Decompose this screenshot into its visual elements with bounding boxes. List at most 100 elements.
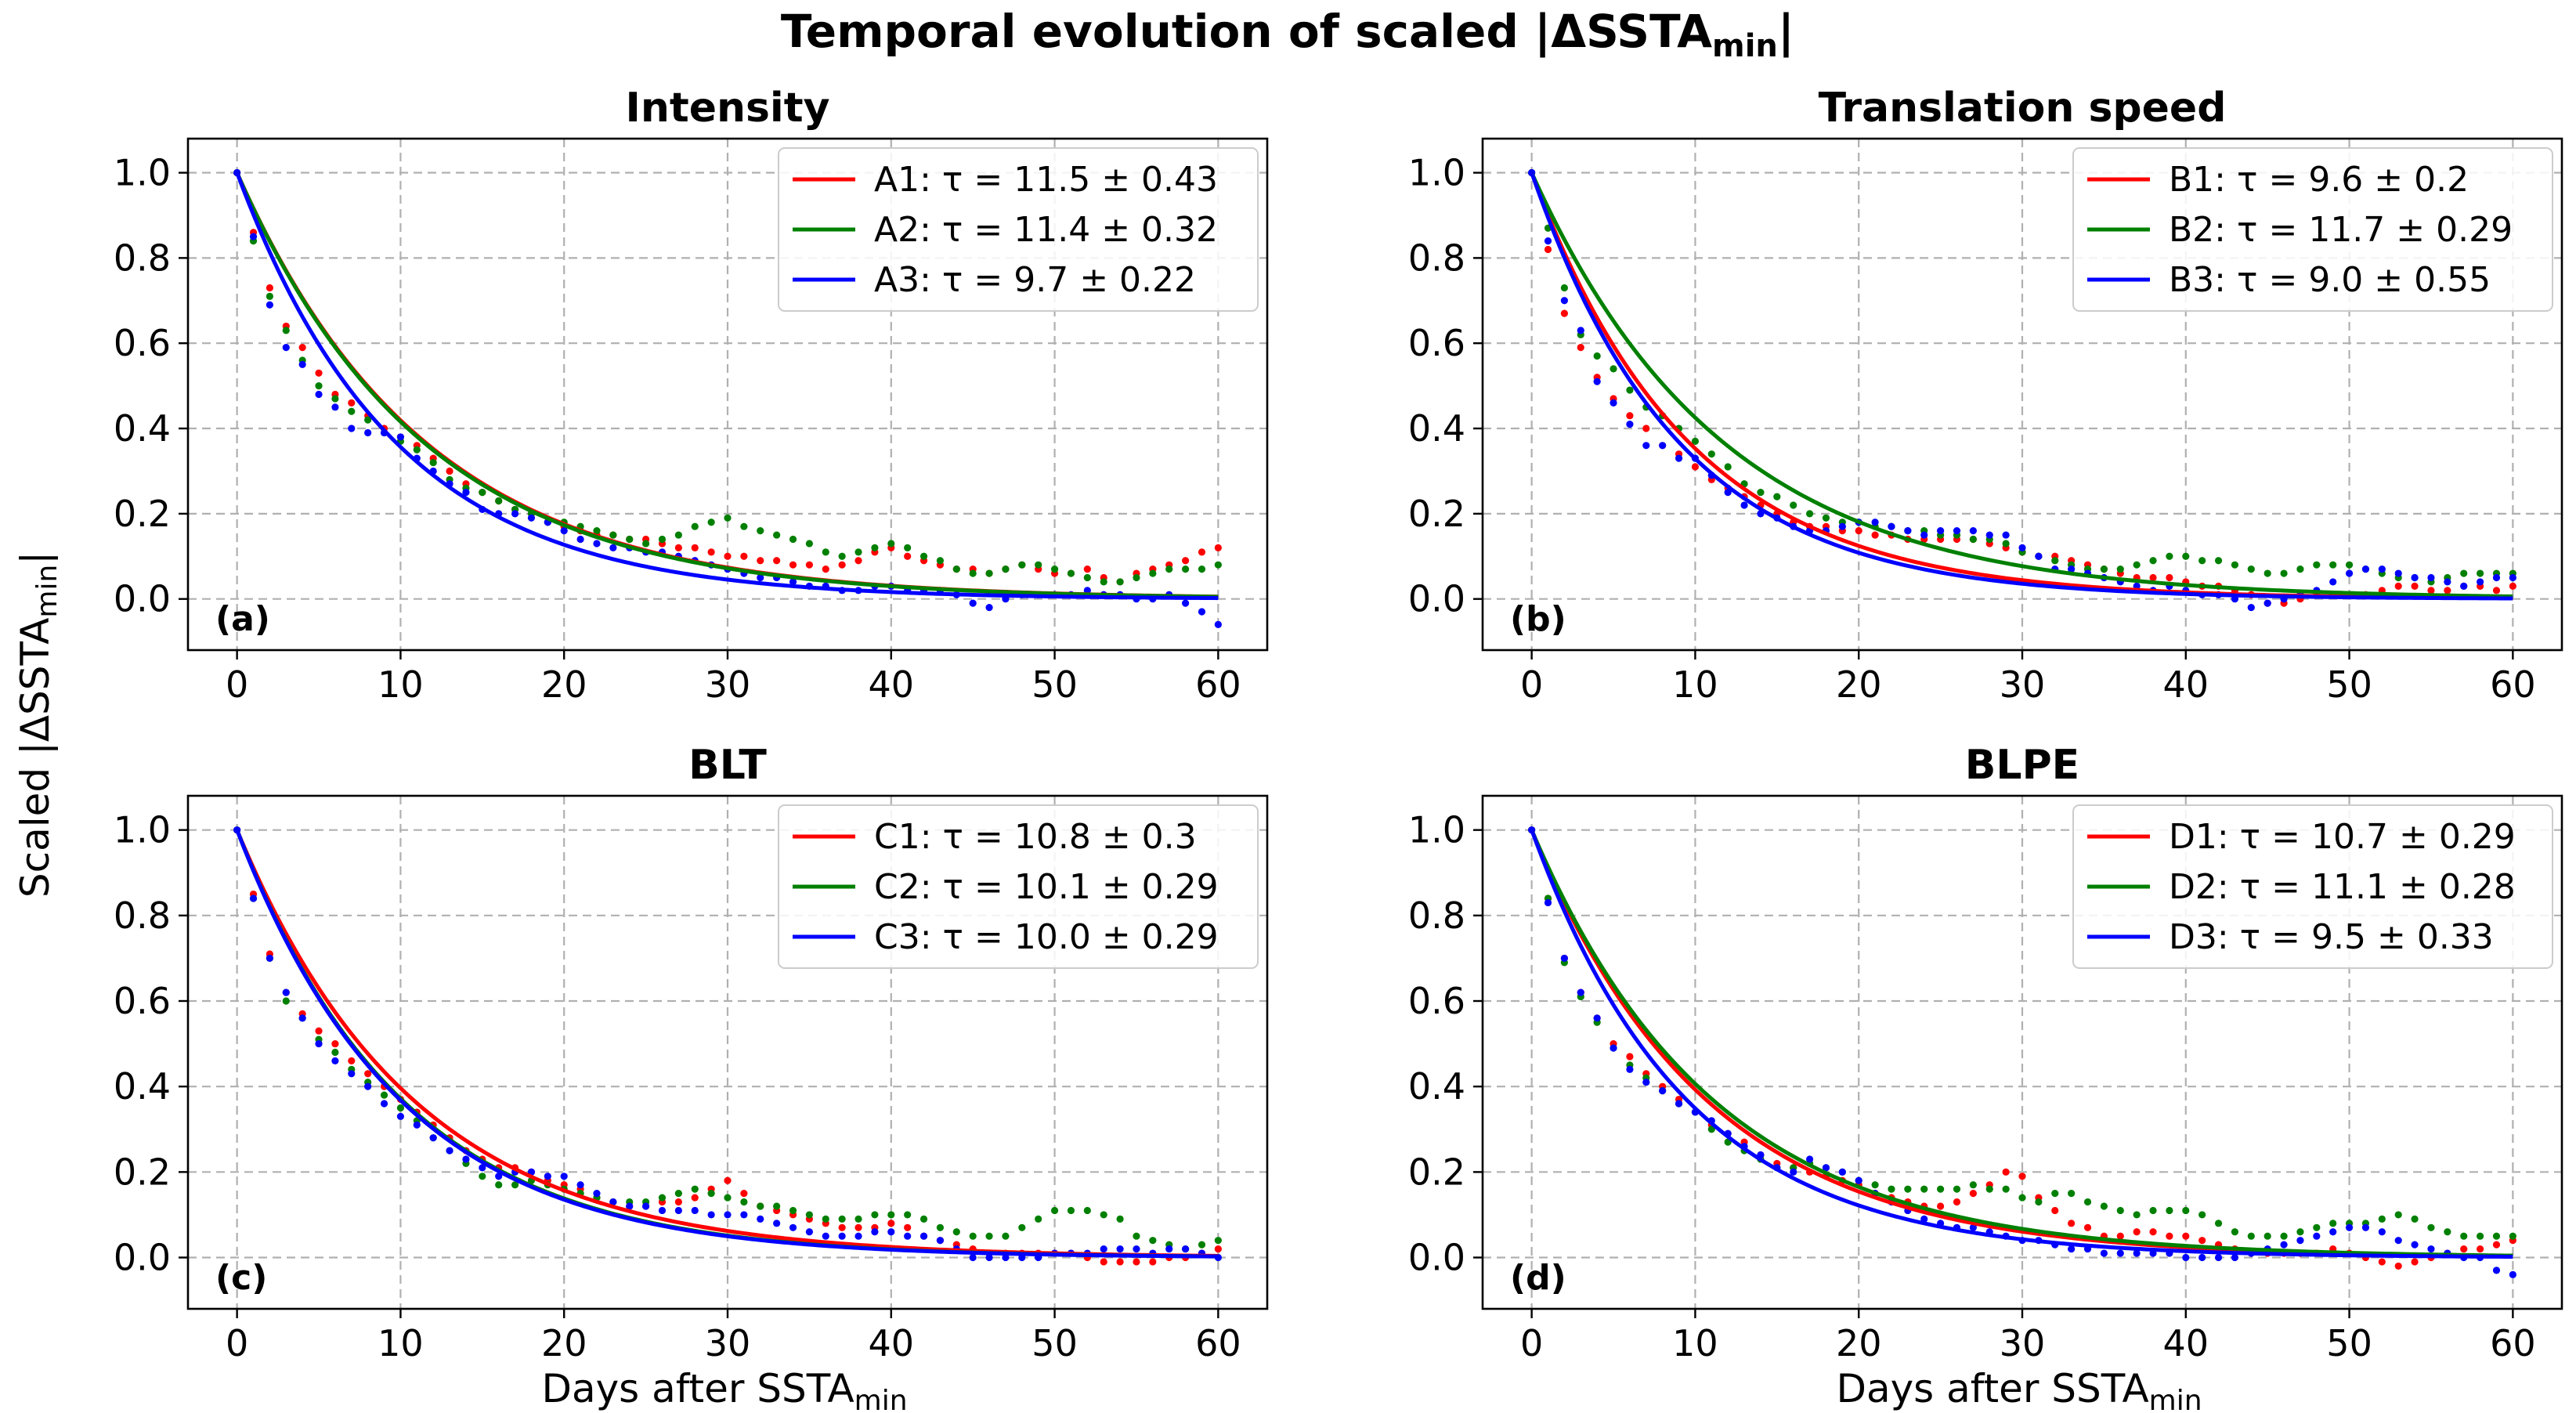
data-point-b2 — [1707, 450, 1715, 458]
data-point-d2 — [2214, 1220, 2223, 1227]
x-axis-label-left-text: Days after SSTA — [541, 1366, 854, 1411]
data-point-c2 — [854, 1215, 862, 1223]
data-point-b3 — [2002, 531, 2010, 539]
panel-0: 0 10 20 30 40 50 60 0.0 0.2 0.4 0.6 0.8 1.0 Intensity… — [114, 85, 1269, 706]
data-point-c2 — [805, 1211, 813, 1219]
y-tick-label: 0.6 — [114, 980, 171, 1022]
data-point-a2 — [348, 407, 356, 415]
y-tick-label: 1.0 — [114, 809, 171, 851]
data-point-b1 — [2166, 573, 2173, 582]
data-point-b2 — [2002, 540, 2010, 547]
data-point-c2 — [985, 1232, 993, 1240]
data-point-b2 — [2198, 557, 2206, 565]
data-point-b3 — [2378, 566, 2386, 573]
data-point-b3 — [1560, 297, 1568, 305]
data-point-d3 — [2427, 1245, 2435, 1253]
y-tick-label: 0.8 — [114, 894, 171, 937]
data-point-b2 — [2247, 566, 2255, 573]
data-point-a1 — [348, 399, 356, 407]
data-point-b2 — [2460, 569, 2468, 577]
y-tick-label: 0.2 — [1408, 1151, 1465, 1193]
data-point-a2 — [266, 292, 273, 300]
data-point-d2 — [2263, 1232, 2271, 1240]
data-point-d3 — [1838, 1168, 1846, 1176]
y-axis-label-subscript: min — [31, 565, 63, 618]
data-point-a2 — [691, 522, 699, 530]
data-point-b2 — [2313, 561, 2321, 569]
data-point-d3 — [2214, 1253, 2223, 1262]
data-point-d3 — [2133, 1249, 2141, 1257]
data-point-c3 — [1133, 1245, 1140, 1253]
data-point-a2 — [1050, 566, 1059, 573]
data-point-c3 — [282, 988, 290, 996]
y-tick-label: 0.4 — [114, 407, 171, 450]
data-point-c1 — [904, 1223, 912, 1231]
data-point-b1 — [2444, 587, 2451, 594]
data-point-d1 — [2378, 1258, 2386, 1266]
panel-title: Intensity — [625, 85, 829, 132]
data-point-c1 — [315, 1027, 323, 1035]
data-point-a1 — [773, 557, 781, 565]
data-point-c2 — [1018, 1223, 1026, 1231]
y-tick-label: 0.2 — [114, 493, 171, 535]
data-point-a2 — [871, 544, 879, 552]
data-point-d3 — [2361, 1223, 2370, 1231]
data-point-c2 — [1133, 1232, 1140, 1240]
data-point-c3 — [985, 1253, 993, 1262]
legend-box — [2072, 147, 2553, 312]
data-point-b2 — [2329, 561, 2337, 569]
data-point-c2 — [1067, 1206, 1075, 1215]
data-point-d2 — [2280, 1232, 2288, 1240]
data-point-c2 — [919, 1215, 928, 1223]
data-point-a2 — [1100, 578, 1107, 586]
data-point-d2 — [1904, 1185, 1912, 1193]
panel-2: 0 10 20 30 40 50 60 0.0 0.2 0.4 0.6 0.8 1.0 BLT (c) C1:… — [114, 742, 1269, 1364]
legend-label-a3: A3: τ = 9.7 ± 0.22 — [874, 260, 1196, 300]
x-tick-label: 60 — [1195, 1322, 1241, 1364]
fit-line-c3 — [235, 829, 1219, 1259]
data-point-d1 — [1626, 1053, 1634, 1061]
y-tick-label: 0.4 — [114, 1065, 171, 1108]
data-point-a2 — [1018, 561, 1026, 569]
x-tick-label: 10 — [378, 663, 424, 706]
data-point-a2 — [1182, 566, 1190, 573]
x-tick-label: 20 — [1836, 663, 1882, 706]
y-tick-label: 1.0 — [1408, 809, 1465, 851]
fit-line-b2 — [1530, 172, 2513, 598]
data-point-b3 — [1577, 327, 1584, 334]
data-point-a3 — [1198, 608, 1206, 616]
data-point-d2 — [2444, 1228, 2451, 1236]
data-point-c3 — [691, 1206, 699, 1215]
data-point-a3 — [298, 360, 306, 369]
data-point-d1 — [2492, 1241, 2501, 1249]
data-point-c2 — [1050, 1206, 1059, 1215]
data-point-a2 — [658, 535, 667, 544]
data-point-b3 — [2345, 569, 2354, 577]
data-point-d1 — [2477, 1245, 2484, 1253]
data-point-b2 — [1610, 365, 1617, 373]
data-point-a2 — [331, 395, 339, 403]
data-point-a2 — [315, 382, 323, 390]
legend-label-c1: C1: τ = 10.8 ± 0.3 — [874, 817, 1197, 857]
data-point-c3 — [609, 1198, 617, 1206]
data-point-c2 — [936, 1223, 945, 1231]
data-point-d3 — [1642, 1079, 1650, 1086]
data-point-a2 — [609, 531, 617, 539]
data-point-a1 — [446, 467, 453, 475]
data-point-b3 — [1724, 489, 1732, 497]
data-point-d2 — [2100, 1202, 2108, 1210]
data-point-b2 — [2345, 561, 2354, 569]
data-point-b1 — [2509, 582, 2516, 590]
data-point-d3 — [1920, 1215, 1928, 1223]
legend-label-a1: A1: τ = 11.5 ± 0.43 — [874, 160, 1218, 200]
data-point-b2 — [2116, 566, 2124, 573]
x-tick-label: 50 — [2326, 1322, 2372, 1364]
data-point-d3 — [2492, 1267, 2501, 1274]
y-tick-label: 0.6 — [114, 322, 171, 364]
y-tick-label: 0.0 — [114, 1237, 171, 1279]
data-point-c3 — [936, 1237, 945, 1245]
data-point-a2 — [936, 557, 945, 565]
data-point-b3 — [1871, 519, 1879, 526]
data-point-a2 — [952, 566, 960, 573]
